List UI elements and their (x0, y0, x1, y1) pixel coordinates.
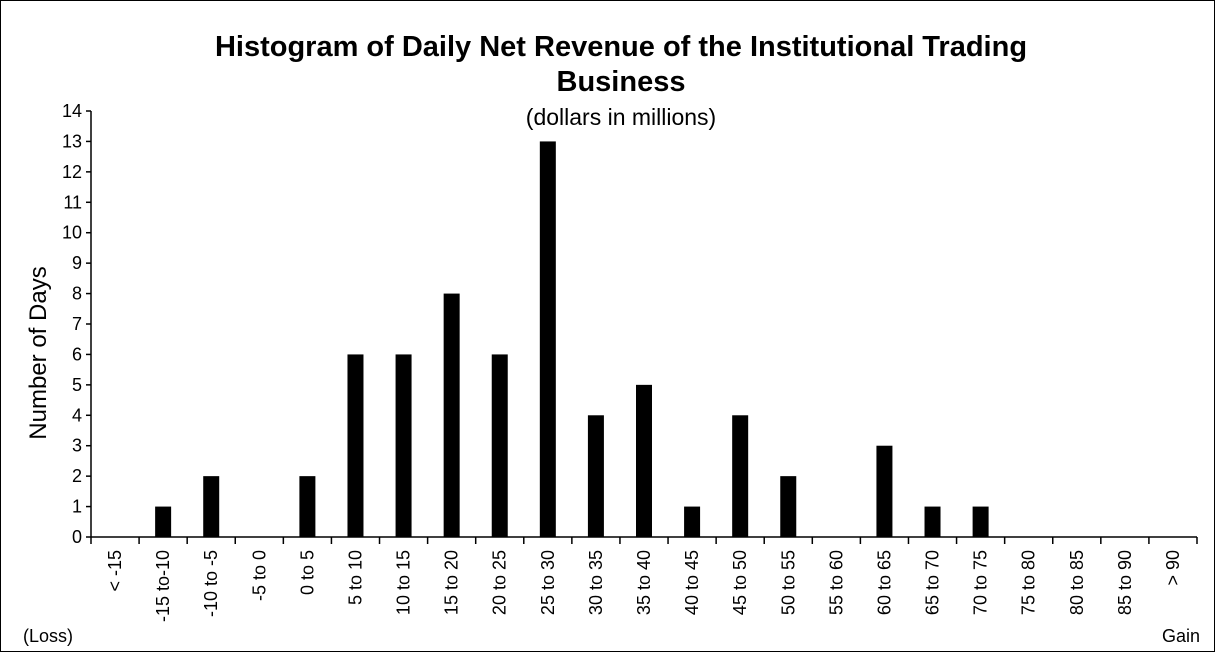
x-tick-label: 15 to 20 (442, 550, 462, 615)
bar (491, 354, 508, 537)
x-tick-label: 35 to 40 (634, 550, 654, 615)
y-tick-label: 3 (72, 436, 82, 456)
x-tick-label: 50 to 55 (778, 550, 798, 615)
bar (780, 476, 797, 537)
y-tick-label: 11 (63, 192, 82, 212)
bar (395, 354, 412, 537)
bar (732, 415, 749, 537)
x-tick-label: 85 to 90 (1115, 550, 1135, 615)
bar (924, 506, 941, 537)
bar (684, 506, 701, 537)
x-tick-label: -10 to -5 (201, 550, 221, 617)
x-tick-label: 55 to 60 (826, 550, 846, 615)
bar (299, 476, 316, 537)
x-tick-label: 30 to 35 (586, 550, 606, 615)
y-tick-label: 10 (62, 223, 82, 243)
chart-title-line-2: Business (557, 66, 686, 98)
y-tick-label: 0 (72, 527, 82, 547)
bar (876, 445, 893, 537)
y-tick-label: 8 (72, 284, 82, 304)
y-tick-label: 12 (62, 162, 82, 182)
x-tick-label: 75 to 80 (1019, 550, 1039, 615)
x-tick-label: 45 to 50 (730, 550, 750, 615)
x-tick-label: < -15 (105, 550, 125, 592)
x-tick-label: 0 to 5 (297, 550, 317, 595)
y-axis-label: Number of Days (25, 266, 52, 439)
bar (587, 415, 604, 537)
chart-subtitle: (dollars in millions) (526, 104, 716, 130)
y-tick-label: 4 (72, 405, 82, 425)
x-tick-label: 40 to 45 (682, 550, 702, 615)
y-tick-label: 1 (72, 497, 82, 517)
bar (347, 354, 364, 537)
y-tick-label: 9 (72, 253, 82, 273)
bar (203, 476, 220, 537)
bar (155, 506, 172, 537)
x-tick-label: 20 to 25 (490, 550, 510, 615)
x-tick-label: 65 to 70 (923, 550, 943, 615)
bar (972, 506, 989, 537)
y-tick-label: 6 (72, 344, 82, 364)
loss-label: (Loss) (23, 626, 73, 646)
y-tick-label: 7 (72, 314, 82, 334)
bar (636, 384, 652, 537)
x-tick-label: 70 to 75 (971, 550, 991, 615)
bar (443, 293, 460, 537)
x-tick-label: -5 to 0 (249, 550, 269, 601)
gain-label: Gain (1162, 626, 1200, 646)
y-tick-label: 14 (62, 101, 82, 121)
x-tick-label: 25 to 30 (538, 550, 558, 615)
x-tick-label: 5 to 10 (345, 550, 365, 605)
y-tick-label: 5 (72, 375, 82, 395)
x-tick-label: 80 to 85 (1067, 550, 1087, 615)
x-tick-label: 10 to 15 (394, 550, 414, 615)
x-tick-label: 60 to 65 (874, 550, 894, 615)
x-tick-label: > 90 (1163, 550, 1183, 586)
y-tick-label: 2 (72, 466, 82, 486)
y-tick-label: 13 (62, 131, 82, 151)
x-tick-label: -15 to-10 (153, 550, 173, 622)
bar (539, 141, 556, 537)
chart-title-line-1: Histogram of Daily Net Revenue of the In… (215, 31, 1027, 63)
